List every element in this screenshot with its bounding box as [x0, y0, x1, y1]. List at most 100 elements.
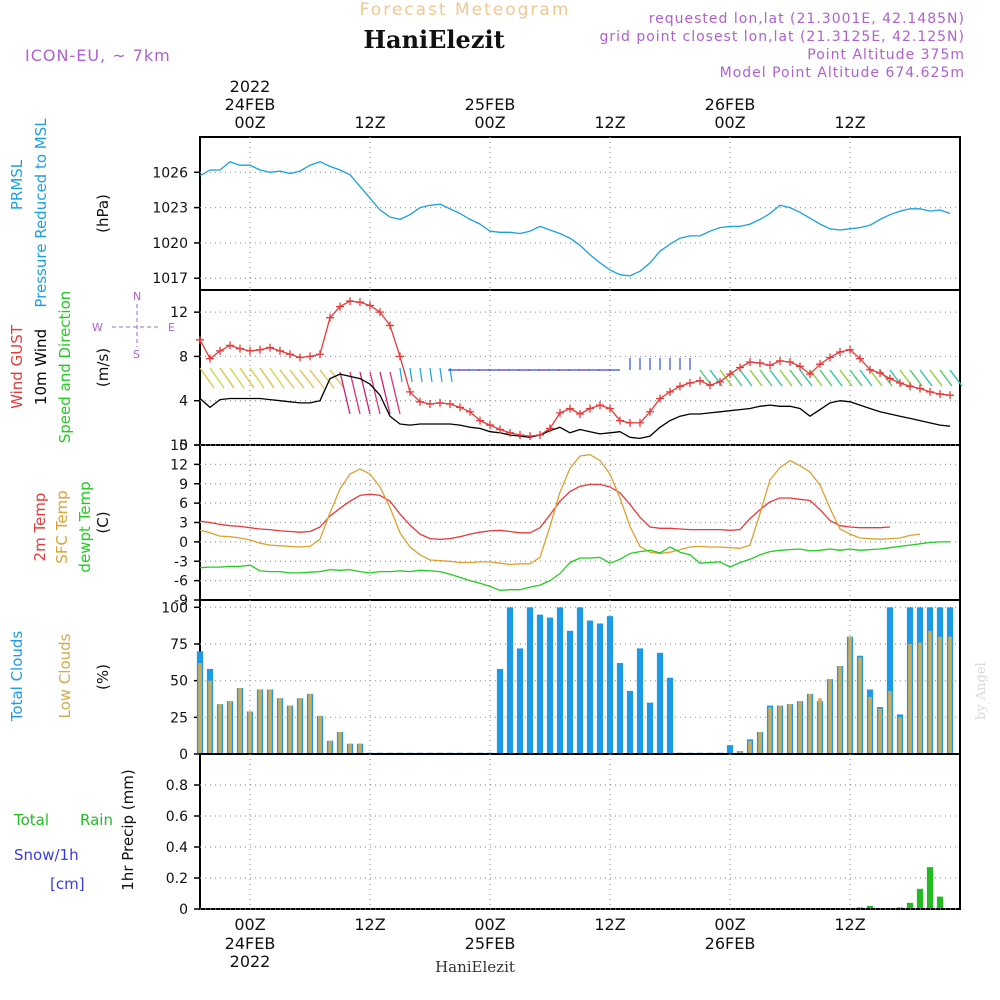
y-tick-label: 0.8 [166, 778, 188, 794]
point-altitude: Point Altitude 375m [807, 47, 965, 63]
gust-marker [946, 391, 954, 400]
gust-marker [516, 431, 524, 440]
bottom-time-label: 12Z [354, 915, 385, 934]
wind-arrow [829, 369, 843, 387]
gust-marker [656, 394, 664, 403]
total-cloud-bar [516, 648, 524, 753]
gust-marker [636, 418, 644, 427]
temp-2m-label: 2m Temp [31, 493, 49, 562]
gust-marker [846, 345, 854, 354]
bottom-time-label: 00Z [714, 915, 745, 934]
gust-marker [936, 390, 944, 399]
y-tick-label: 1026 [152, 165, 188, 181]
wind-arrow [949, 369, 963, 387]
total-cloud-bar [526, 607, 534, 753]
bottom-date-label: 25FEB [465, 934, 516, 953]
wind-arrow [379, 371, 391, 415]
gust-marker [686, 379, 694, 387]
wind-speed-line [199, 373, 951, 440]
low-cloud-bar [798, 701, 802, 753]
units-label: (m/s) [94, 348, 112, 387]
wind-label: 10m Wind [32, 329, 50, 405]
total-cloud-bar [576, 607, 584, 753]
units-label: (%) [94, 664, 112, 690]
units-label: (C) [94, 511, 112, 533]
gust-marker [226, 341, 234, 350]
location-name: HaniElezit [363, 25, 504, 54]
gust-marker [766, 361, 774, 370]
gust-marker [496, 425, 504, 434]
low-cloud-bar [748, 740, 752, 753]
wind-arrow [349, 371, 361, 415]
gust-marker [306, 352, 314, 361]
temperature-panel: -9 -6 -3 0 3 6 9 12 15 (C) 2m Temp SFC Temp dewpt Te… [31, 438, 961, 609]
gust-marker [196, 335, 204, 344]
y-tick-label: 1020 [152, 236, 188, 252]
gust-marker [756, 359, 764, 368]
wind-arrow [229, 367, 245, 389]
low-cloud-bar [758, 732, 762, 753]
y-tick-label: 1023 [152, 201, 188, 217]
gust-marker [316, 350, 324, 359]
gust-marker [366, 301, 374, 310]
wind-arrow [849, 369, 863, 387]
low-cloud-bar [238, 688, 242, 753]
top-time-label: 00Z [714, 113, 745, 132]
precip-label: 1hr Precip (mm) [119, 769, 137, 890]
temp-dewpt-label: dewpt Temp [76, 481, 94, 572]
gust-marker [696, 376, 704, 385]
temp-dewpt-line [199, 541, 950, 591]
wind-arrow [859, 369, 873, 387]
y-tick-label: 1017 [152, 271, 188, 287]
y-tick-label: -3 [174, 554, 188, 570]
y-tick-label: 0.2 [166, 871, 188, 887]
gust-marker [216, 346, 224, 355]
low-cloud-bar [818, 698, 822, 753]
low-cloud-bar [768, 707, 772, 753]
gust-marker [836, 348, 844, 356]
low-cloud-bar [358, 743, 362, 753]
y-tick-label: 15 [170, 438, 188, 454]
pressure-panel: 1017 1020 1023 1026 (hPa) PRMSL Pressure Reduc… [8, 118, 961, 308]
low-cloud-bar [258, 689, 262, 753]
temp-sfc-line [199, 454, 921, 566]
y-tick-label: 8 [179, 349, 188, 365]
low-cloud-bar [848, 636, 852, 753]
gust-marker [296, 353, 304, 362]
wind-arrow [439, 367, 443, 383]
compass-west: W [92, 321, 103, 334]
snow-label: Snow/1h [14, 846, 79, 864]
rain-bar [896, 907, 904, 908]
y-tick-label: 100 [161, 600, 188, 616]
wind-arrow [799, 369, 813, 387]
wind-arrow [409, 367, 413, 383]
precip-panel: 0 0.2 0.4 0.6 0.8 1hr Precip (mm) Total RainSno… [13, 753, 961, 918]
total-cloud-bar [646, 702, 654, 753]
bottom-time-label: 12Z [594, 915, 625, 934]
grid-point-coords: grid point closest lon,lat (21.3125E, 42… [599, 29, 965, 45]
y-tick-label: -6 [174, 574, 188, 590]
gust-marker [856, 354, 864, 363]
wind-arrow [209, 367, 225, 389]
total-cloud-bar [586, 620, 594, 753]
total-cloud-bar [626, 690, 634, 753]
y-tick-label: 4 [179, 394, 188, 410]
gust-marker [786, 357, 794, 366]
product-title: Forecast Meteogram [360, 0, 571, 20]
wind-arrow [259, 367, 275, 389]
low-cloud-bar [938, 636, 942, 753]
low-cloud-bar [308, 693, 312, 753]
panel-frame [199, 289, 961, 446]
gust-marker [386, 321, 394, 330]
wind-arrow [299, 369, 315, 389]
low-cloud-bar [908, 644, 912, 753]
y-tick-label: 0 [179, 902, 188, 918]
wind-panel: 0 4 8 12 (m/s) Wind GUST 10m Wind Speed and Dir… [8, 289, 963, 454]
gust-marker [606, 404, 614, 413]
wind-arrow [239, 367, 255, 389]
panel-frame [199, 753, 961, 910]
gust-marker [526, 432, 534, 441]
wind-arrow [939, 369, 953, 387]
rain-bar [936, 896, 944, 908]
